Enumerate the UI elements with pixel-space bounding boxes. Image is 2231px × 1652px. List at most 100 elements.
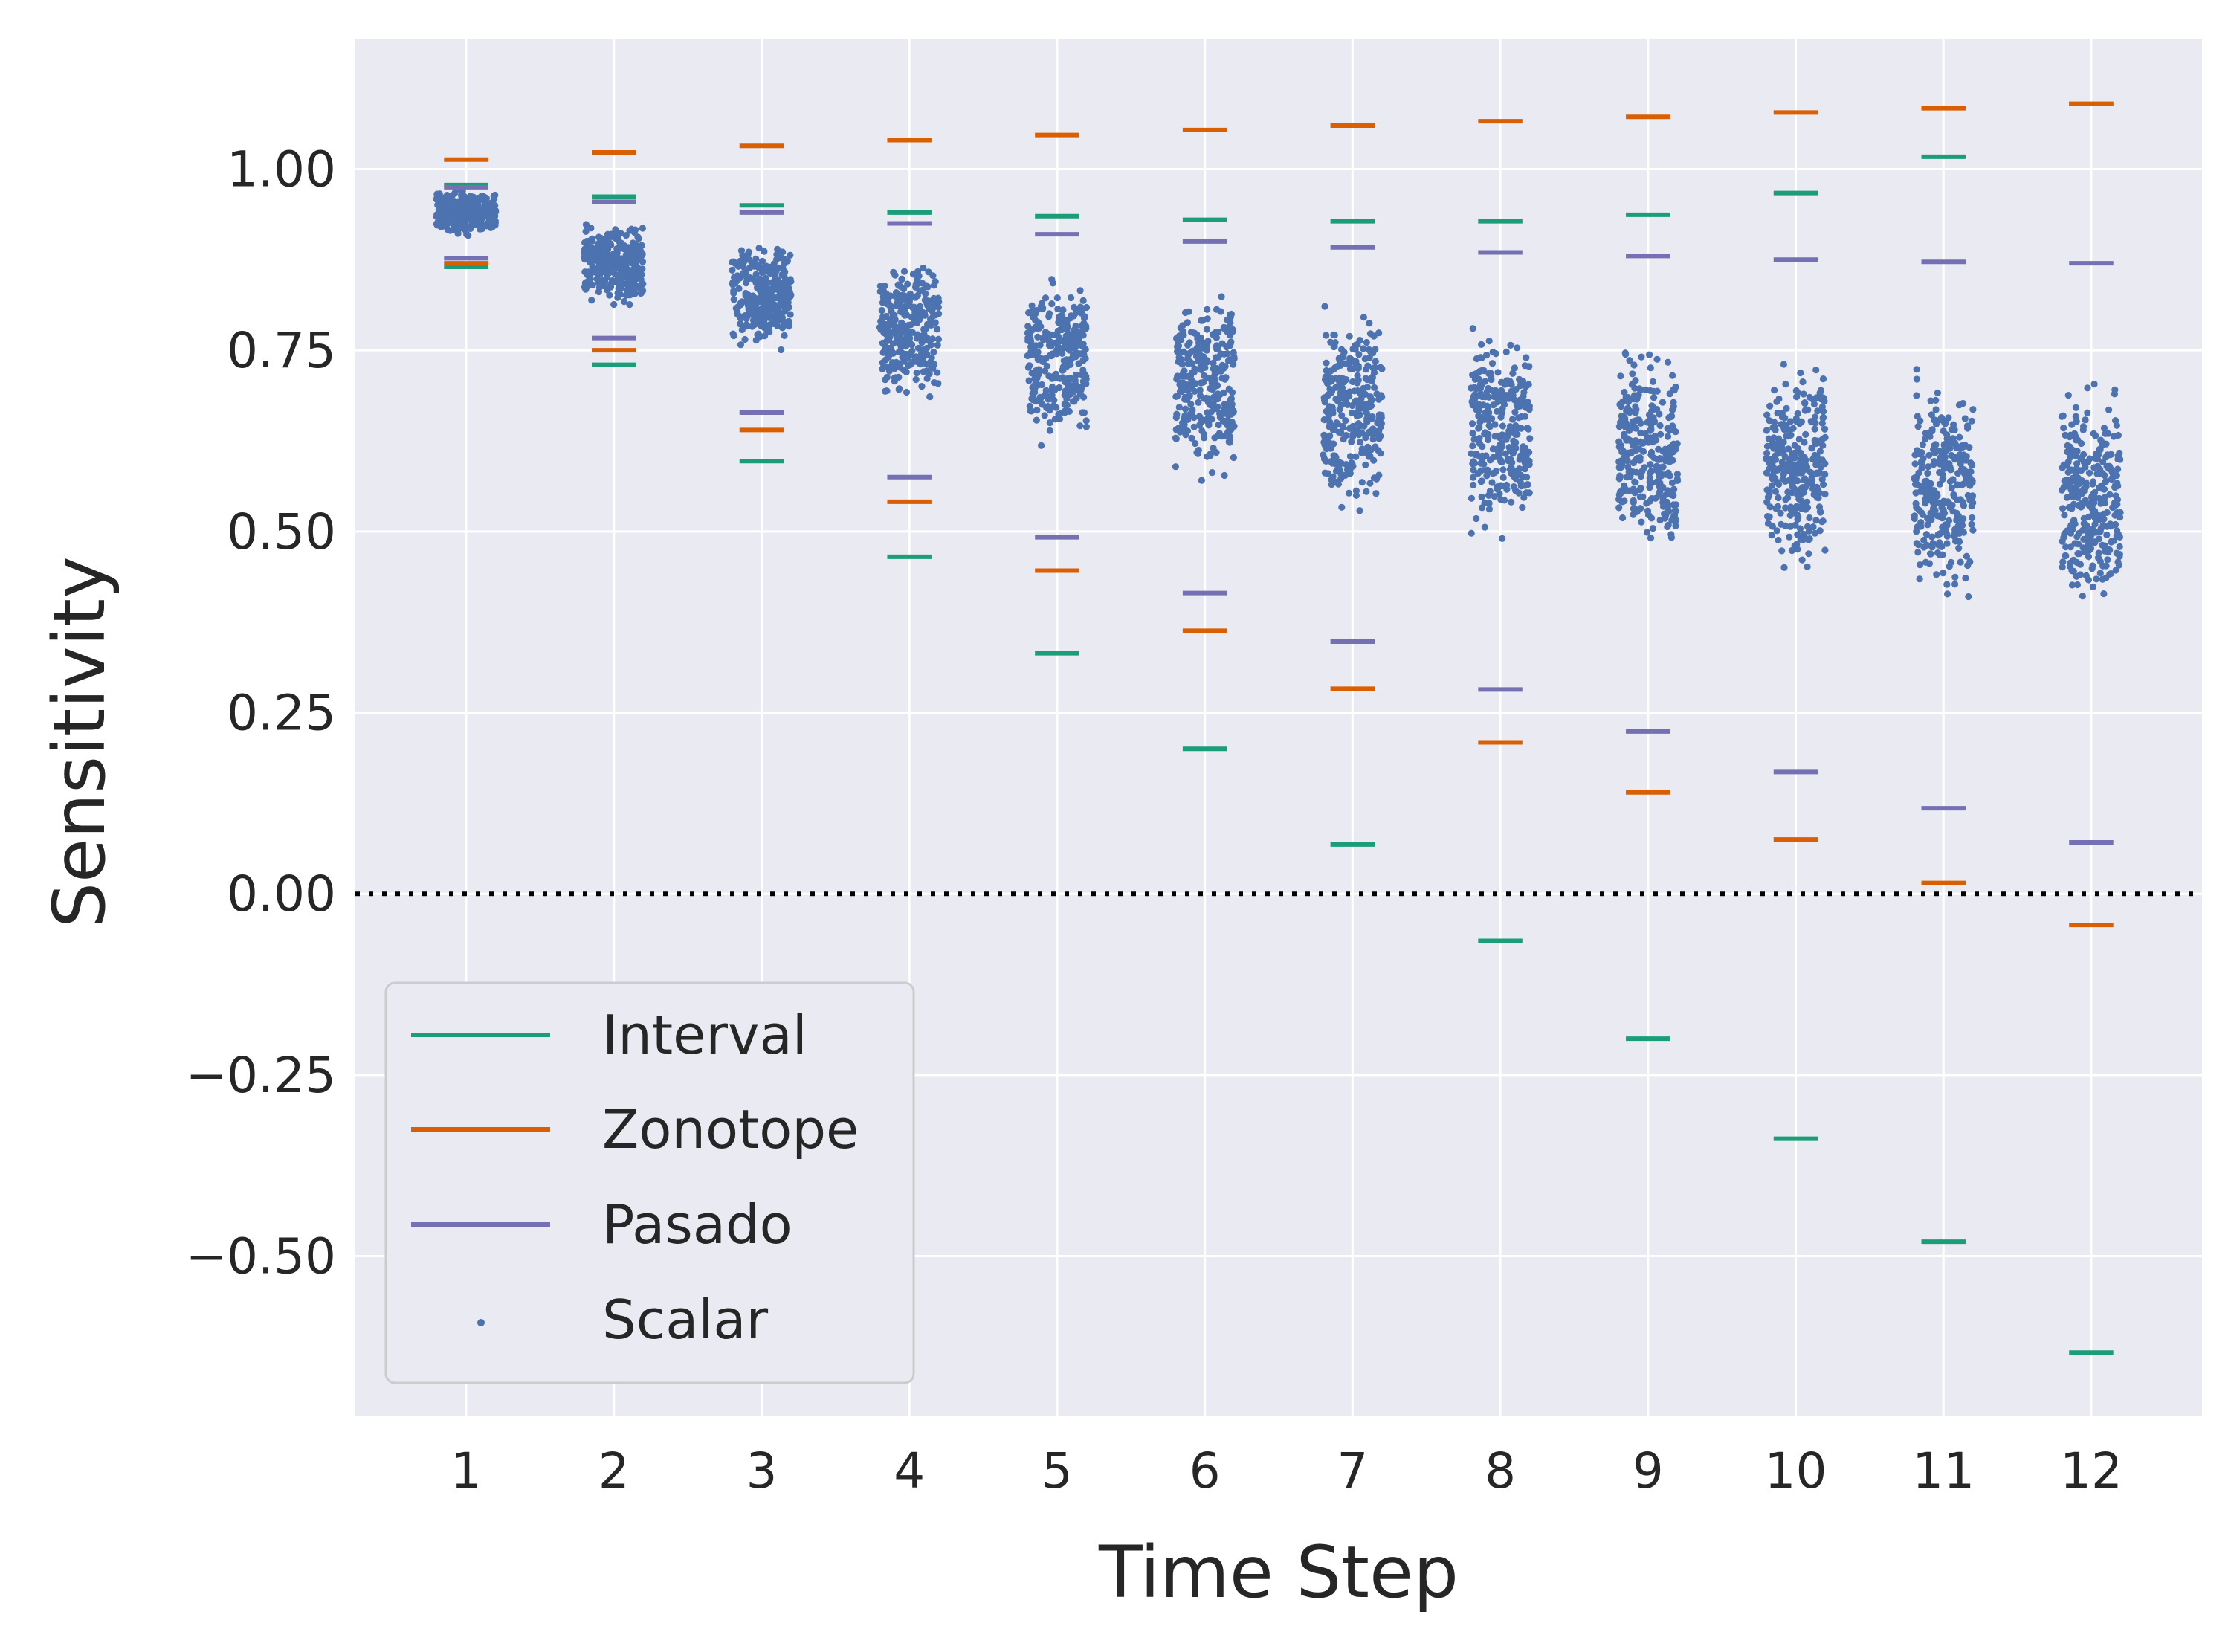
scalar-point [1047, 352, 1055, 360]
scalar-point [769, 264, 776, 271]
scalar-point [1780, 564, 1788, 571]
scalar-point [914, 304, 922, 312]
scalar-point [1473, 514, 1480, 523]
scalar-point [2117, 509, 2124, 517]
scalar-point [1475, 406, 1483, 413]
scalar-point [1494, 407, 1501, 416]
scalar-point [2079, 426, 2087, 433]
scalar-point [752, 294, 759, 302]
scalar-point [1378, 393, 1386, 401]
scalar-point [1321, 303, 1328, 310]
scalar-point [1526, 435, 1534, 442]
scalar-point [1969, 406, 1977, 413]
scalar-point [2063, 476, 2070, 484]
scalar-point [1369, 415, 1376, 422]
scalar-point [2060, 425, 2067, 432]
scalar-point [1485, 338, 1493, 345]
scalar-point [1914, 523, 1921, 531]
scalar-point [598, 268, 605, 276]
scalar-point [624, 244, 632, 251]
scalar-point [447, 199, 455, 207]
scalar-point [2089, 583, 2096, 591]
scalar-point [1476, 453, 1483, 460]
scalar-point [920, 264, 927, 272]
scalar-point [879, 292, 887, 300]
scalar-point [2067, 451, 2074, 459]
scalar-point [772, 307, 781, 314]
scalar-point [1174, 348, 1181, 355]
scalar-point [1644, 507, 1651, 514]
scalar-point [1218, 367, 1225, 375]
scalar-point [1763, 411, 1771, 419]
scalar-point [1801, 399, 1809, 407]
scalar-point [1485, 436, 1492, 444]
scalar-point [1615, 443, 1623, 451]
scalar-point [1503, 481, 1511, 489]
scalar-point [1820, 407, 1827, 415]
scalar-point [2073, 460, 2081, 468]
scalar-point [1667, 443, 1674, 451]
scalar-point [923, 300, 931, 307]
scalar-point [1356, 439, 1364, 446]
scalar-point [1205, 422, 1213, 429]
scalar-point [932, 319, 939, 326]
scalar-point [1922, 500, 1929, 507]
scalar-point [1630, 361, 1638, 369]
scalar-point [877, 326, 885, 333]
scalar-point [1470, 481, 1477, 488]
scalar-point [1498, 459, 1505, 466]
scalar-point [1055, 319, 1062, 326]
scalar-point [1230, 355, 1238, 362]
scalar-point [1615, 458, 1623, 465]
scalar-point [1932, 406, 1940, 413]
scalar-point [1080, 393, 1088, 401]
scalar-point [1367, 446, 1375, 454]
scalar-point [2059, 412, 2067, 419]
scalar-point [1629, 468, 1637, 476]
scalar-point [1524, 481, 1531, 488]
scalar-point [1627, 449, 1635, 457]
y-axis-label: Sensitivity [38, 556, 121, 928]
scalar-point [1621, 433, 1628, 441]
scalar-point [457, 204, 465, 211]
scalar-point [1332, 468, 1340, 475]
scalar-point [1633, 455, 1641, 462]
scalar-point [1046, 427, 1053, 434]
scalar-point [752, 279, 760, 287]
scalar-point [1959, 443, 1966, 451]
scalar-point [1034, 319, 1042, 326]
scalar-point [917, 350, 926, 358]
scalar-point [442, 207, 451, 215]
scalar-point [1936, 480, 1943, 488]
scalar-point [1213, 449, 1220, 456]
scalar-point [778, 346, 785, 354]
scalar-point [1211, 331, 1218, 338]
scalar-point [1079, 297, 1087, 304]
scalar-point [613, 263, 621, 271]
scalar-point [1485, 500, 1493, 507]
scalar-point [438, 196, 445, 204]
scalar-point [1189, 360, 1196, 367]
scalar-point [1333, 419, 1340, 427]
scalar-point [2068, 505, 2076, 512]
scalar-point [1362, 366, 1369, 373]
scalar-point [1323, 359, 1330, 367]
scalar-point [2099, 562, 2107, 570]
scalar-point [1768, 532, 1775, 539]
scalar-point [1187, 372, 1195, 380]
scalar-point [1469, 442, 1476, 450]
scalar-point [1504, 433, 1511, 440]
scalar-point [2074, 494, 2082, 501]
scalar-point [1969, 494, 1976, 501]
scalar-point [1653, 478, 1660, 485]
scalar-point [1914, 423, 1922, 430]
scalar-point [2100, 515, 2108, 523]
scalar-point [1053, 350, 1060, 358]
scalar-point [620, 265, 627, 273]
scalar-point [1523, 383, 1530, 390]
scalar-point [1356, 389, 1363, 396]
scalar-point [1363, 417, 1371, 425]
scalar-point [1789, 466, 1797, 474]
scalar-point [593, 275, 601, 283]
scalar-point [2067, 492, 2075, 500]
